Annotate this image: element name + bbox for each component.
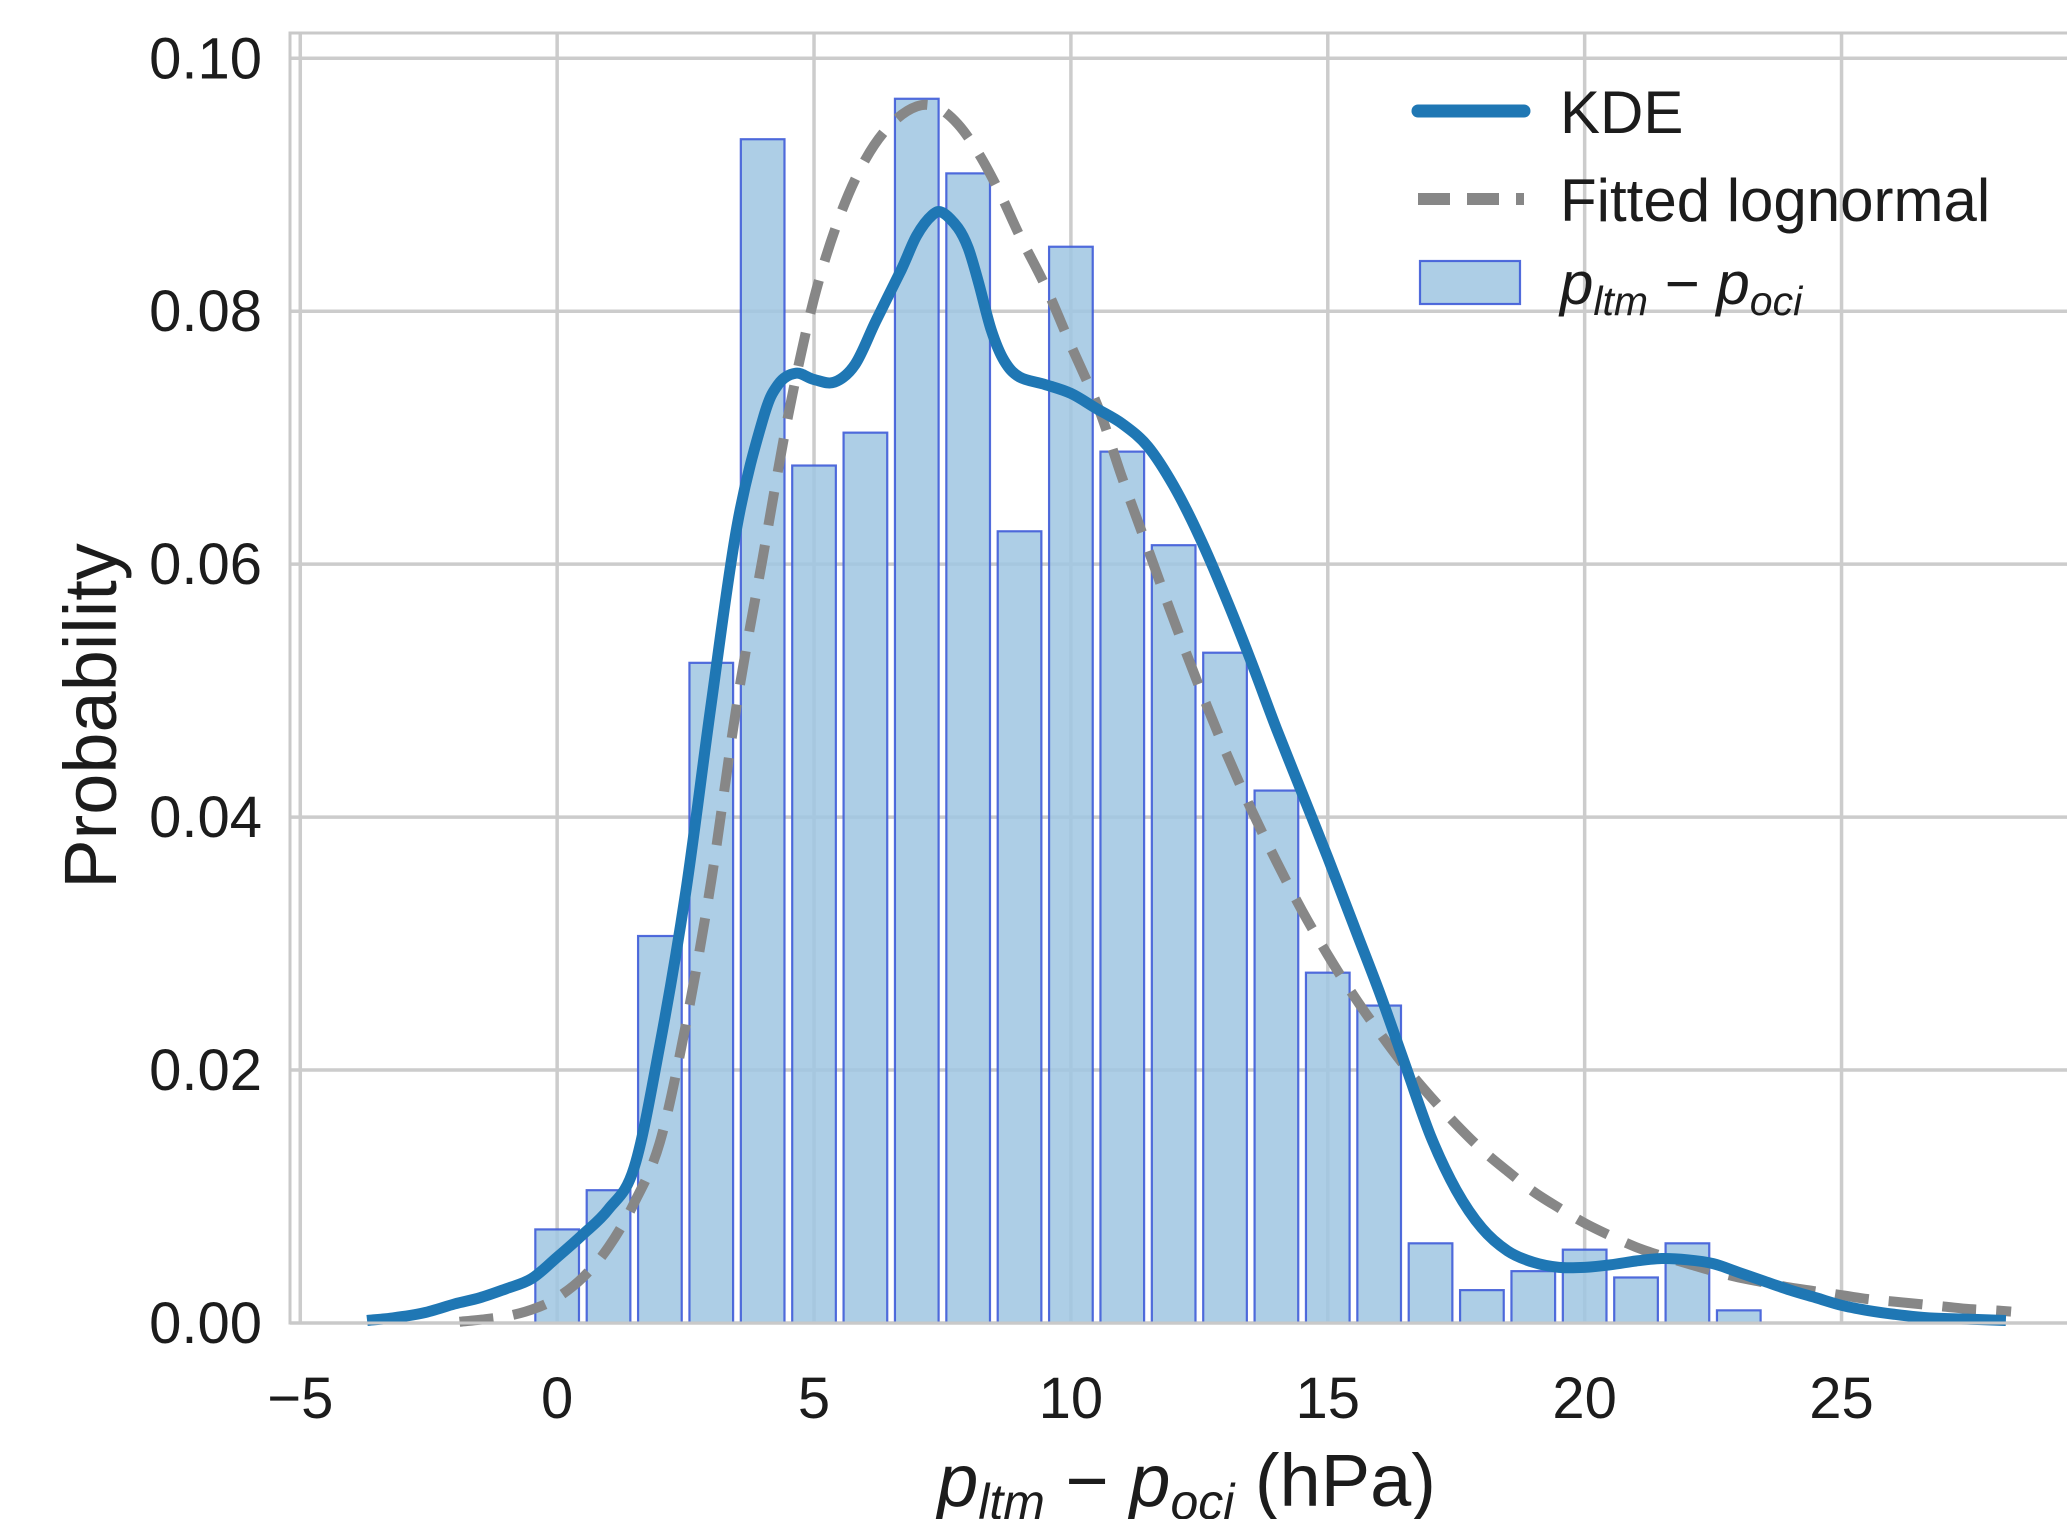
histogram-bar (945, 172, 992, 1325)
legend-histogram-label: pltm − poci (1558, 250, 1804, 324)
histogram-bar (996, 530, 1043, 1325)
x-tick-label: 25 (1809, 1366, 1874, 1431)
figure-container: 0.00 0.02 0.04 0.06 0.08 0.10 −5 0 5 10 15 20 25 pltm… (40, 16, 2067, 1519)
histogram-bar (1407, 1242, 1454, 1325)
x-tick-label: 20 (1552, 1366, 1617, 1431)
histogram-bar (893, 97, 940, 1325)
histogram-bar (1715, 1309, 1762, 1325)
x-tick-label: 0 (541, 1366, 573, 1431)
y-axis-title: Probability (49, 543, 132, 889)
histogram-bar (1304, 971, 1351, 1325)
histogram-bar (739, 138, 786, 1325)
histogram-bar (842, 431, 889, 1325)
histogram-bars (534, 97, 1762, 1325)
y-tick-label: 0.02 (149, 1038, 262, 1103)
histogram-bar (1099, 450, 1146, 1325)
histogram-bar (1458, 1289, 1505, 1325)
x-tick-label: 15 (1296, 1366, 1361, 1431)
legend-kde-label: KDE (1560, 79, 1683, 146)
y-tick-label: 0.06 (149, 532, 262, 597)
histogram-bar (1253, 789, 1300, 1325)
x-tick-label: 10 (1039, 1366, 1104, 1431)
histogram-bar (1202, 651, 1248, 1325)
histogram-bar (1047, 245, 1094, 1325)
histogram-bar (791, 464, 837, 1325)
legend-lognormal-label: Fitted lognormal (1560, 167, 1990, 234)
tick-labels: 0.00 0.02 0.04 0.06 0.08 0.10 −5 0 5 10 15 20 25 (149, 26, 1874, 1431)
plot-border (288, 31, 2067, 1325)
y-tick-label: 0.08 (149, 279, 262, 344)
legend: KDE Fitted lognormal pltm − poci (1411, 79, 1990, 324)
histogram-bar (1150, 544, 1197, 1325)
histogram-bar (1510, 1270, 1557, 1325)
x-tick-label: 5 (798, 1366, 830, 1431)
histogram-bar (1613, 1276, 1659, 1325)
y-tick-label: 0.10 (149, 26, 262, 91)
y-tick-label: 0.04 (149, 785, 262, 850)
kde-curve (366, 205, 2007, 1326)
x-tick-label: −5 (267, 1366, 333, 1431)
y-tick-label: 0.00 (149, 1291, 262, 1356)
histogram-chart: 0.00 0.02 0.04 0.06 0.08 0.10 −5 0 5 10 15 20 25 pltm… (40, 16, 2067, 1519)
legend-histogram-swatch (1418, 259, 1522, 306)
